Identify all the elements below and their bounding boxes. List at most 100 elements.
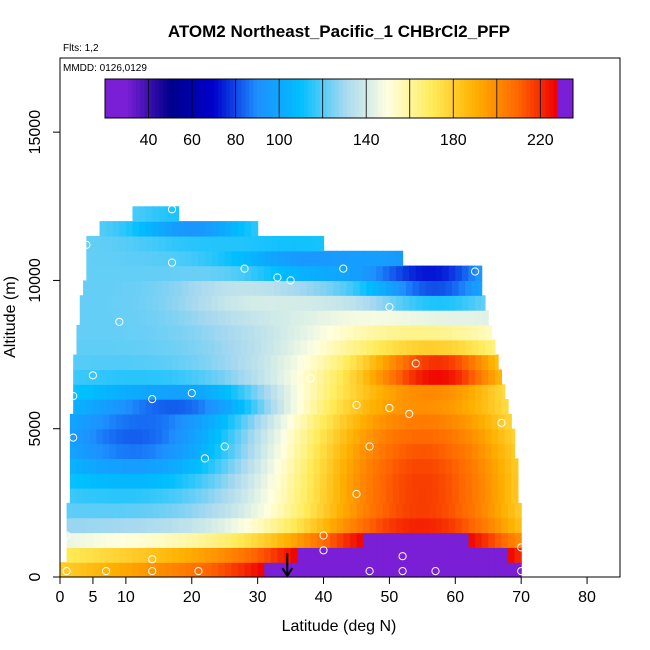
heatmap-cell [260,339,269,356]
heatmap-cell [257,369,265,385]
heatmap-cell [116,428,124,445]
heatmap-cell [415,384,423,400]
heatmap-cell [465,473,473,489]
heatmap-cell [231,502,239,519]
heatmap-cell [139,369,147,385]
heatmap-cell [461,517,470,534]
heatmap-cell [293,280,302,296]
heatmap-cell [274,428,282,445]
heatmap-cell [336,502,344,519]
heatmap-cell [270,399,279,415]
heatmap-cell [86,562,94,578]
heatmap-cell [455,547,463,563]
heatmap-cell [165,235,173,252]
heatmap-cell [257,547,265,563]
heatmap-cell [168,473,176,489]
heatmap-cell [162,488,170,504]
heatmap-cell [224,399,232,415]
heatmap-cell [422,399,430,415]
colorbar-swatch [225,79,231,118]
heatmap-cell [208,473,216,489]
heatmap-cell [228,458,236,474]
heatmap-cell [452,428,460,445]
heatmap-cell [376,502,384,519]
heatmap-cell [369,295,377,311]
heatmap-cell [109,413,117,430]
heatmap-cell [438,413,447,430]
heatmap-cell [152,310,160,326]
heatmap-cell [475,369,483,385]
heatmap-cell [356,502,364,519]
heatmap-cell [69,473,78,489]
heatmap-cell [438,458,447,474]
heatmap-cell [307,339,315,356]
heatmap-cell [382,310,391,326]
heatmap-cell [494,354,499,370]
heatmap-cell [99,547,107,563]
heatmap-cell [389,562,397,578]
colorbar-swatch [179,79,184,118]
heatmap-cell [422,562,430,578]
heatmap-cell [488,562,496,578]
heatmap-cell [343,517,351,534]
heatmap-cell [102,458,111,474]
colorbar-swatch [218,79,223,118]
heatmap-cell [112,369,120,385]
heatmap-cell [211,235,219,252]
heatmap-cell [241,413,249,430]
heatmap-cell [316,295,325,311]
heatmap-cell [106,399,114,415]
heatmap-cell [244,562,252,578]
heatmap-cell [109,488,117,504]
heatmap-cell [241,488,249,504]
heatmap-cell [142,488,150,504]
heatmap-cell [392,339,400,356]
colorbar-swatch [413,79,418,118]
heatmap-cell [73,547,81,563]
heatmap-cell [139,562,147,578]
y-tick-label: 15000 [27,110,44,155]
heatmap-cell [468,354,476,370]
heatmap-cell [109,280,117,296]
heatmap-cell [251,250,259,267]
heatmap-cell [254,280,262,296]
y-tick-label: 0 [27,572,44,581]
heatmap-cell [106,517,114,534]
heatmap-cell [468,532,476,548]
colorbar-swatch [264,79,270,118]
heatmap-cell [438,488,447,504]
heatmap-cell [122,324,130,341]
heatmap-cell [234,280,242,296]
heatmap-cell [155,428,163,445]
heatmap-cell [122,280,130,296]
heatmap-cell [129,473,137,489]
heatmap-cell [198,310,206,326]
heatmap-cell [257,502,265,519]
heatmap-cell [195,473,203,489]
heatmap-cell [425,428,433,445]
heatmap-cell [204,265,213,282]
sample-point [339,264,348,273]
heatmap-cell [343,399,351,415]
heatmap-cell [73,369,81,385]
heatmap-cell [363,384,371,400]
heatmap-cell [119,502,127,519]
heatmap-cell [330,517,338,534]
heatmap-cell [191,250,199,267]
heatmap-cell [501,399,509,415]
heatmap-cell [204,295,213,311]
heatmap-cell [448,502,456,519]
colorbar-swatch [510,79,515,118]
heatmap-cell [386,339,394,356]
heatmap-cell [287,443,295,459]
heatmap-cell [125,502,134,519]
heatmap-cell [452,413,460,430]
heatmap-cell [122,443,130,459]
heatmap-cell [208,324,216,341]
heatmap-cell [260,413,269,430]
heatmap-cell [204,384,213,400]
heatmap-cell [297,532,305,548]
heatmap-cell [267,488,275,504]
heatmap-cell [396,265,404,282]
heatmap-cell [277,502,285,519]
